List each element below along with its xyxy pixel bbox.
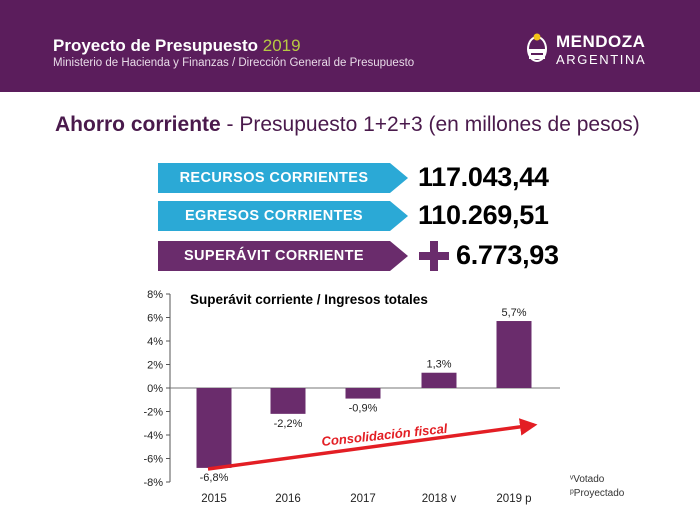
x-tick-label: 2015 [201,493,227,505]
plus-icon [419,241,449,271]
note-votado: ᵛVotado [570,474,605,485]
x-tick-label: 2016 [275,493,301,505]
headline-bold: Ahorro corriente [55,113,221,136]
superavit-value: 6.773,93 [456,240,559,270]
x-labels: 2015 2016 2017 2018 v 2019 p [201,493,531,505]
bar-2017 [345,388,381,399]
logo-country: ARGENTINA [556,52,647,67]
y-axis: 8% 6% 4% 2% 0% -2% -4% -6% -8% [143,289,560,489]
bar-value-label: -6,8% [200,472,229,484]
bar-2015 [196,388,232,468]
y-tick-label: 4% [147,336,163,348]
y-tick-label: 6% [147,313,163,325]
header-banner: Proyecto de Presupuesto 2019 Ministerio … [0,0,700,92]
value-labels: -6,8% -2,2% -0,9% 1,3% 5,7% [200,307,527,484]
bar-value-label: -0,9% [349,403,378,415]
bar-value-label: 1,3% [426,359,451,371]
y-tick-label: -6% [143,454,163,466]
egresos-arrow-icon [390,201,408,231]
y-tick-label: 0% [147,383,163,395]
bar-2019-p [496,321,532,388]
egresos-label: EGRESOS CORRIENTES [158,201,390,231]
recursos-label: RECURSOS CORRIENTES [158,163,390,193]
recursos-value: 117.043,44 [418,162,549,192]
bars-group [196,321,532,468]
surplus-ratio-chart: Superávit corriente / Ingresos totales 8… [143,289,560,505]
superavit-arrow-icon [390,241,408,271]
y-tick-label: -2% [143,407,163,419]
header-subtitle: Ministerio de Hacienda y Finanzas / Dire… [53,57,415,69]
consolidation-trend-arrow [207,418,538,471]
superavit-label: SUPERÁVIT CORRIENTE [158,241,390,271]
header-title-text: Proyecto de Presupuesto [53,36,259,55]
note-proyectado: ᵖProyectado [570,488,625,499]
x-tick-label: 2017 [350,493,376,505]
x-tick-label: 2019 p [496,493,531,505]
bar-value-label: -2,2% [274,418,303,430]
y-tick-label: -8% [143,477,163,489]
logo-name: MENDOZA [556,32,646,51]
y-tick-label: -4% [143,430,163,442]
mendoza-logo: MENDOZA ARGENTINA [525,30,665,74]
bar-2018-v [421,372,457,388]
headline-rest: - Presupuesto 1+2+3 (en millones de peso… [220,113,640,136]
bar-value-label: 5,7% [501,307,526,319]
egresos-value: 110.269,51 [418,200,549,230]
page-headline: Ahorro corriente - Presupuesto 1+2+3 (en… [55,113,640,137]
y-tick-label: 2% [147,360,163,372]
x-tick-label: 2018 v [422,493,457,505]
bar-2016 [270,388,306,414]
header-year: 2019 [262,36,301,55]
recursos-arrow-icon [390,163,408,193]
coat-of-arms-icon [527,33,547,62]
chart-title: Superávit corriente / Ingresos totales [190,292,428,307]
y-tick-label: 8% [147,289,163,301]
header-title: Proyecto de Presupuesto 2019 [53,36,301,56]
